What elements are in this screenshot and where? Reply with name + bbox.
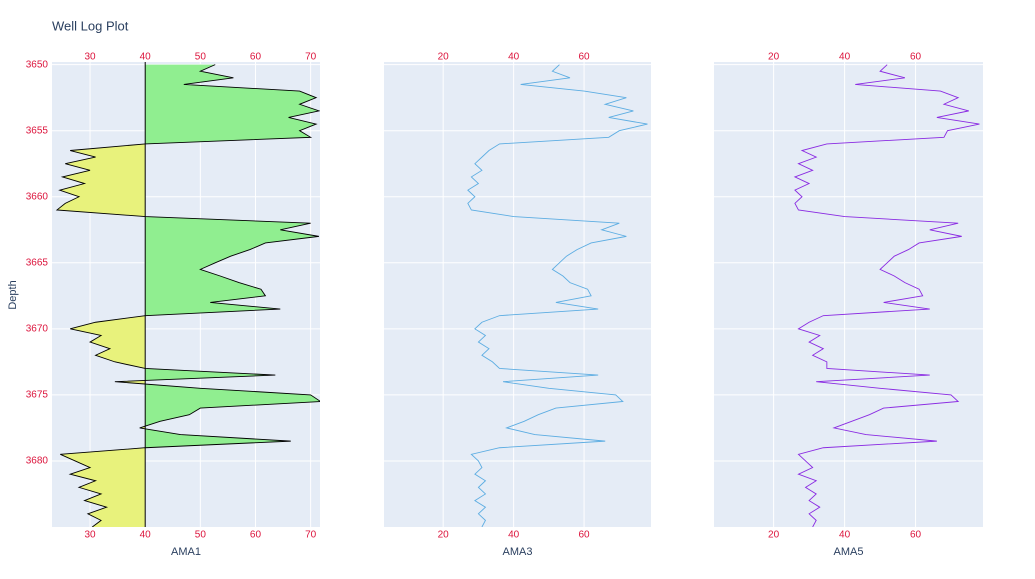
y-tick-label: 3665 <box>26 257 49 268</box>
x-axis-label: AMA3 <box>503 546 533 558</box>
x-axis-label: AMA5 <box>834 546 864 558</box>
y-tick-label: 3655 <box>26 125 49 136</box>
log-line <box>467 64 648 527</box>
x-tick-label: 40 <box>839 52 851 63</box>
x-tick-label: 20 <box>768 52 780 63</box>
y-axis-label: Depth <box>7 280 19 309</box>
x-tick-label: 30 <box>84 52 96 63</box>
plot-area <box>467 64 648 527</box>
plot-area <box>793 64 980 527</box>
x-tick-label: 50 <box>195 52 207 63</box>
x-tick-label: 70 <box>305 52 317 63</box>
y-tick-label: 3650 <box>26 59 49 70</box>
x-tick-label: 30 <box>84 530 96 541</box>
y-tick-label: 3675 <box>26 390 49 401</box>
x-tick-label: 40 <box>839 530 851 541</box>
log-line <box>793 64 980 527</box>
y-tick-label: 3660 <box>26 191 49 202</box>
x-tick-label: 40 <box>508 52 520 63</box>
log-line <box>55 64 320 527</box>
x-tick-label: 60 <box>910 52 922 63</box>
y-tick-label: 3680 <box>26 456 49 467</box>
fill-below <box>56 64 146 527</box>
x-tick-label: 40 <box>140 530 152 541</box>
x-tick-label: 60 <box>250 530 262 541</box>
x-tick-label: 70 <box>305 530 317 541</box>
x-tick-label: 60 <box>250 52 262 63</box>
x-tick-label: 60 <box>910 530 922 541</box>
x-tick-label: 60 <box>579 52 591 63</box>
chart-title: Well Log Plot <box>52 18 129 33</box>
plot-background <box>714 62 983 527</box>
x-axis-label: AMA1 <box>171 546 201 558</box>
y-tick-label: 3670 <box>26 323 49 334</box>
x-tick-label: 40 <box>508 530 520 541</box>
x-tick-label: 60 <box>579 530 591 541</box>
x-tick-label: 20 <box>768 530 780 541</box>
x-tick-label: 50 <box>195 530 207 541</box>
x-tick-label: 20 <box>438 52 450 63</box>
plot-area <box>55 62 320 527</box>
plot-background <box>384 62 651 527</box>
x-tick-label: 40 <box>140 52 152 63</box>
x-tick-label: 20 <box>438 530 450 541</box>
